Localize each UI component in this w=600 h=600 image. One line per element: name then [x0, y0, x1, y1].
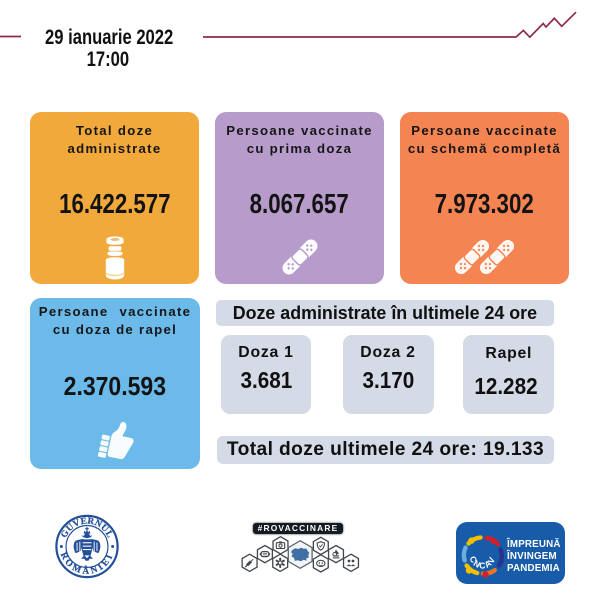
last24-total-bar: Total doze ultimele 24 ore: 19.133	[217, 436, 554, 464]
mini-card-value-text: 12.282	[474, 372, 538, 399]
cncav-badge-text: CNCAV	[467, 554, 496, 570]
hexagon-microscope-icon	[327, 544, 345, 564]
hexagon-mask-icon	[256, 544, 274, 564]
hexagon-virus-icon	[312, 554, 329, 573]
rovaccinare-hashtag-badge: #ROVACCINARE	[253, 522, 343, 534]
heartbeat-line	[0, 11, 577, 39]
mini-card-value-text: 3.681	[240, 366, 292, 393]
vaccine-vial-icon	[30, 236, 199, 285]
card-title: Total doze administrate	[67, 123, 162, 157]
hexagon-people-icon	[342, 553, 360, 573]
mini-card-label: Doza 2	[360, 343, 416, 361]
report-time: 17:00	[86, 47, 129, 71]
mini-card-value: 3.170	[343, 366, 434, 393]
mini-card-value: 12.282	[461, 372, 552, 399]
report-date: 29 ianuarie 2022	[44, 26, 173, 49]
mini-card-value-text: 3.170	[362, 366, 414, 393]
card-title: Persoane vaccinate cu doza de rapel	[38, 304, 192, 338]
cncav-slogan: ÎMPREUNĂ ÎNVINGEM PANDEMIA	[507, 539, 561, 574]
mini-card-doza1: Doza 1 3.681	[221, 335, 311, 414]
cncav-logo-box: CNCAV ÎMPREUNĂ ÎNVINGEM PANDEMIA	[456, 522, 565, 584]
card-value-text: 8.067.657	[249, 187, 350, 219]
card-value-text: 7.973.302	[434, 187, 535, 219]
hexagon-shield-icon	[312, 536, 329, 556]
card-value: 2.370.593	[30, 373, 200, 399]
double-bandaid-icon	[400, 236, 569, 283]
card-value: 7.973.302	[400, 187, 569, 219]
card-booster-dose: Persoane vaccinate cu doza de rapel 2.37…	[30, 298, 200, 469]
cncav-emblem: CNCAV	[461, 535, 504, 578]
card-value: 8.067.657	[215, 187, 384, 219]
card-first-dose: Persoane vaccinate cu prima doza 8.067.6…	[215, 112, 384, 284]
svg-text:CNCAV: CNCAV	[467, 554, 497, 570]
card-value-text: 16.422.577	[58, 187, 171, 219]
hexagon-camera-icon	[272, 536, 289, 555]
card-total-doses: Total doze administrate 16.422.577	[30, 112, 199, 284]
rovaccinare-hexagon-cluster	[241, 536, 360, 573]
romania-map-shape	[291, 547, 310, 562]
report-datetime: 29 ianuarie 2022 17:00	[28, 27, 188, 70]
thumbs-up-icon	[30, 417, 200, 470]
hexagon-medical-star-icon	[272, 553, 289, 573]
card-full-schema: Persoane vaccinate cu schemă completă 7.…	[400, 112, 569, 284]
card-value: 16.422.577	[30, 187, 199, 219]
bandaid-icon	[215, 236, 384, 283]
mini-card-doza2: Doza 2 3.170	[342, 335, 434, 414]
mini-card-value: 3.681	[221, 366, 311, 393]
hexagon-romania-map	[287, 540, 313, 569]
card-title: Persoane vaccinate cu schemă completă	[407, 123, 562, 157]
mini-card-label: Rapel	[485, 345, 533, 362]
mini-card-rapel: Rapel 12.282	[461, 335, 555, 414]
mini-card-label: Doza 1	[238, 343, 294, 361]
last24-header-bar: Doze administrate în ultimele 24 ore	[216, 300, 554, 326]
government-of-romania-logo: GUVERNUL ROMÂNIEI	[55, 514, 119, 579]
coat-of-arms-eagle	[73, 527, 101, 561]
card-title: Persoane vaccinate cu prima doza	[226, 123, 373, 157]
hexagon-syringe-icon	[241, 553, 258, 573]
card-value-text: 2.370.593	[63, 371, 167, 401]
